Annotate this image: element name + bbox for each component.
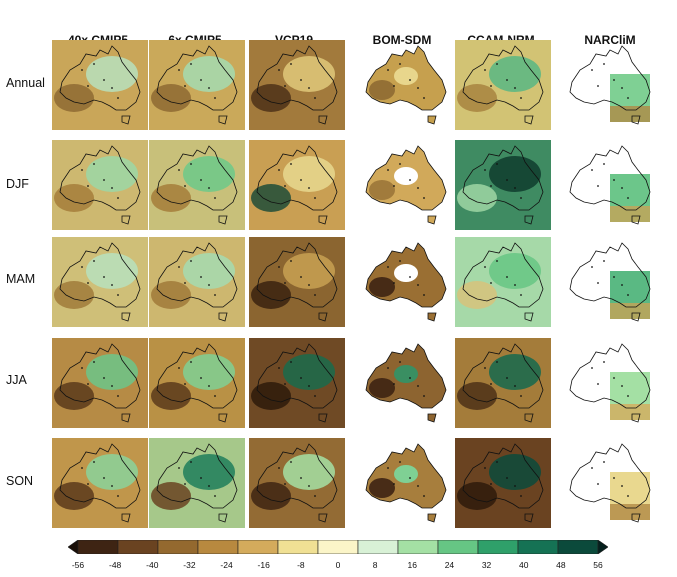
colorbar-tick-label: 56 xyxy=(593,560,603,570)
row-label-annual: Annual xyxy=(6,76,45,90)
map-panel-mam-6x-cmip5 xyxy=(149,237,245,327)
colorbar-bin xyxy=(477,540,519,554)
colorbar-tick-label: 32 xyxy=(481,560,492,570)
colorbar-bin xyxy=(397,540,439,554)
map-panel-annual-ccam-nrm xyxy=(455,40,551,130)
map-panel-jja-6x-cmip5 xyxy=(149,338,245,428)
map-panel-djf-6x-cmip5 xyxy=(149,140,245,230)
map-panel-annual-bom-sdm xyxy=(358,40,454,130)
map-panel-jja-bom-sdm xyxy=(358,338,454,428)
column-header-narclim: NARCliM xyxy=(584,33,636,47)
colorbar-bin xyxy=(277,540,319,554)
map-panel-mam-vcp19 xyxy=(249,237,345,327)
row-label-son: SON xyxy=(6,474,34,488)
map-panel-son-40x-cmip5 xyxy=(52,438,148,528)
colorbar-tick-label: -24 xyxy=(220,560,233,570)
map-panel-djf-ccam-nrm xyxy=(455,140,551,230)
colorbar-extend-high xyxy=(597,540,608,554)
colorbar-bin xyxy=(437,540,479,554)
map-panel-son-ccam-nrm xyxy=(455,438,551,528)
colorbar-bin xyxy=(517,540,559,554)
colorbar-bin xyxy=(357,540,399,554)
colorbar-tick-label: 40 xyxy=(518,560,529,570)
map-panel-son-vcp19 xyxy=(249,438,345,528)
map-panel-djf-bom-sdm xyxy=(358,140,454,230)
map-panel-jja-40x-cmip5 xyxy=(52,338,148,428)
colorbar-tick-label: 0 xyxy=(335,560,341,570)
colorbar-extend-low xyxy=(68,540,79,554)
map-panel-son-6x-cmip5 xyxy=(149,438,245,528)
map-panel-annual-40x-cmip5 xyxy=(52,40,148,130)
map-panel-son-bom-sdm xyxy=(358,438,454,528)
colorbar-tick-label: -8 xyxy=(297,560,305,570)
colorbar xyxy=(68,540,608,554)
colorbar-bin xyxy=(237,540,279,554)
map-panel-djf-vcp19 xyxy=(249,140,345,230)
map-panel-djf-40x-cmip5 xyxy=(52,140,148,230)
colorbar-tick-label: -32 xyxy=(183,560,196,570)
map-panel-djf-narclim xyxy=(562,140,658,230)
colorbar-bin xyxy=(317,540,359,554)
colorbar-tick-label: 16 xyxy=(407,560,418,570)
map-panel-annual-narclim xyxy=(562,40,658,130)
map-panel-jja-ccam-nrm xyxy=(455,338,551,428)
colorbar-bin xyxy=(157,540,199,554)
colorbar-tick-label: -48 xyxy=(108,560,122,570)
colorbar-tick-label: 48 xyxy=(556,560,566,570)
map-panel-annual-vcp19 xyxy=(249,40,345,130)
colorbar-tick-label: -16 xyxy=(257,560,270,570)
map-panel-mam-40x-cmip5 xyxy=(52,237,148,327)
column-header-bom-sdm: BOM-SDM xyxy=(372,33,432,47)
map-panel-jja-narclim xyxy=(562,338,658,428)
colorbar-bin xyxy=(197,540,239,554)
colorbar-tick-label: -56 xyxy=(71,560,85,570)
row-label-jja: JJA xyxy=(6,373,27,387)
map-panel-mam-bom-sdm xyxy=(358,237,454,327)
colorbar-bin xyxy=(117,540,159,554)
map-panel-mam-ccam-nrm xyxy=(455,237,551,327)
map-panel-mam-narclim xyxy=(562,237,658,327)
colorbar-tick-label: 24 xyxy=(444,560,455,570)
row-label-djf: DJF xyxy=(6,177,29,191)
map-panel-son-narclim xyxy=(562,438,658,528)
colorbar-bin xyxy=(557,540,599,554)
map-panel-jja-vcp19 xyxy=(249,338,345,428)
colorbar-bin xyxy=(77,540,119,554)
map-panel-annual-6x-cmip5 xyxy=(149,40,245,130)
row-label-mam: MAM xyxy=(6,272,36,286)
colorbar-tick-label: 8 xyxy=(372,560,378,570)
colorbar-tick-label: -40 xyxy=(146,560,159,570)
